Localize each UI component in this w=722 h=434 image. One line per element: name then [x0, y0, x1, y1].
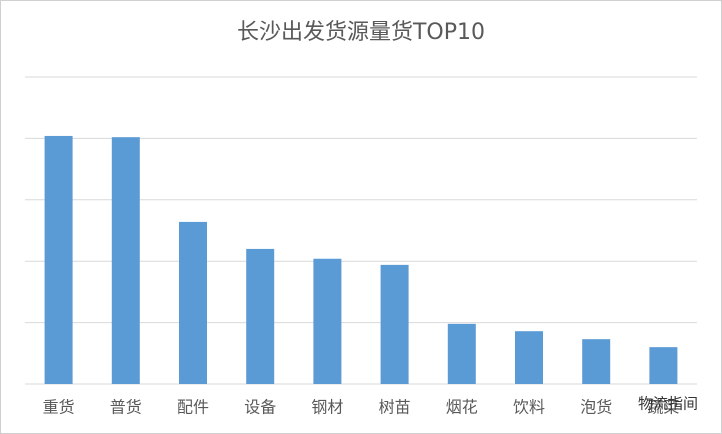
x-tick-label: 蔬菜 — [647, 398, 679, 417]
bar — [447, 323, 476, 384]
x-tick-label: 配件 — [177, 398, 209, 417]
x-tick-label: 泡货 — [580, 398, 612, 417]
bar — [380, 264, 409, 384]
x-tick-label: 设备 — [244, 398, 276, 417]
bar — [179, 221, 207, 384]
x-tick-label: 普货 — [110, 398, 142, 417]
bar — [111, 137, 140, 384]
bar — [649, 347, 678, 384]
bar — [44, 135, 73, 384]
bar — [515, 331, 543, 384]
x-tick-label: 钢材 — [311, 398, 343, 417]
bar — [582, 339, 611, 384]
x-tick-label: 重货 — [43, 398, 75, 417]
x-tick-label: 烟花 — [446, 398, 478, 417]
chart-title: 长沙出发货源量货TOP10 — [237, 20, 485, 45]
x-tick-label: 树苗 — [379, 398, 411, 417]
watermark: 物流指间 — [638, 395, 698, 413]
bar — [246, 248, 275, 384]
bar — [313, 258, 342, 384]
x-tick-label: 饮料 — [513, 398, 545, 417]
